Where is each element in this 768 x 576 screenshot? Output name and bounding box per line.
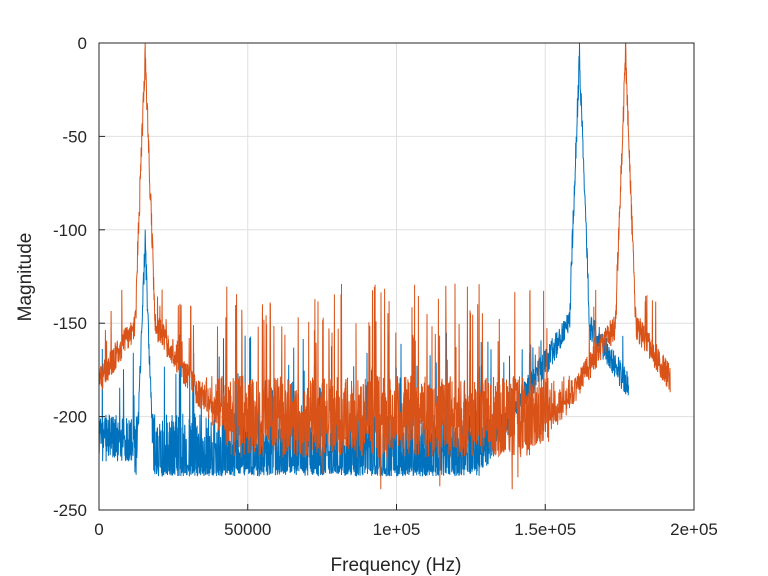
x-axis-label: Frequency (Hz)	[331, 555, 462, 576]
series-line-1	[98, 42, 629, 477]
x-tick-label: 1e+05	[373, 520, 421, 539]
ticks: 0 50000 1e+05 1.5e+05 2e+05 0 -50 -100 -150 -200 -…	[53, 34, 718, 539]
y-tick-label: 0	[78, 34, 87, 53]
series-lines	[98, 42, 671, 490]
y-tick-label: -100	[53, 221, 87, 240]
x-tick-label: 1.5e+05	[514, 520, 576, 539]
x-tick-label: 50000	[224, 520, 271, 539]
y-tick-label: -150	[53, 314, 87, 333]
y-tick-label: -50	[62, 127, 87, 146]
x-tick-label: 0	[94, 520, 103, 539]
y-tick-label: -250	[53, 501, 87, 520]
y-tick-label: -200	[53, 408, 87, 427]
series-line-2	[98, 42, 671, 490]
y-axis-label: Magnitude	[15, 233, 36, 322]
x-tick-label: 2e+05	[670, 520, 718, 539]
